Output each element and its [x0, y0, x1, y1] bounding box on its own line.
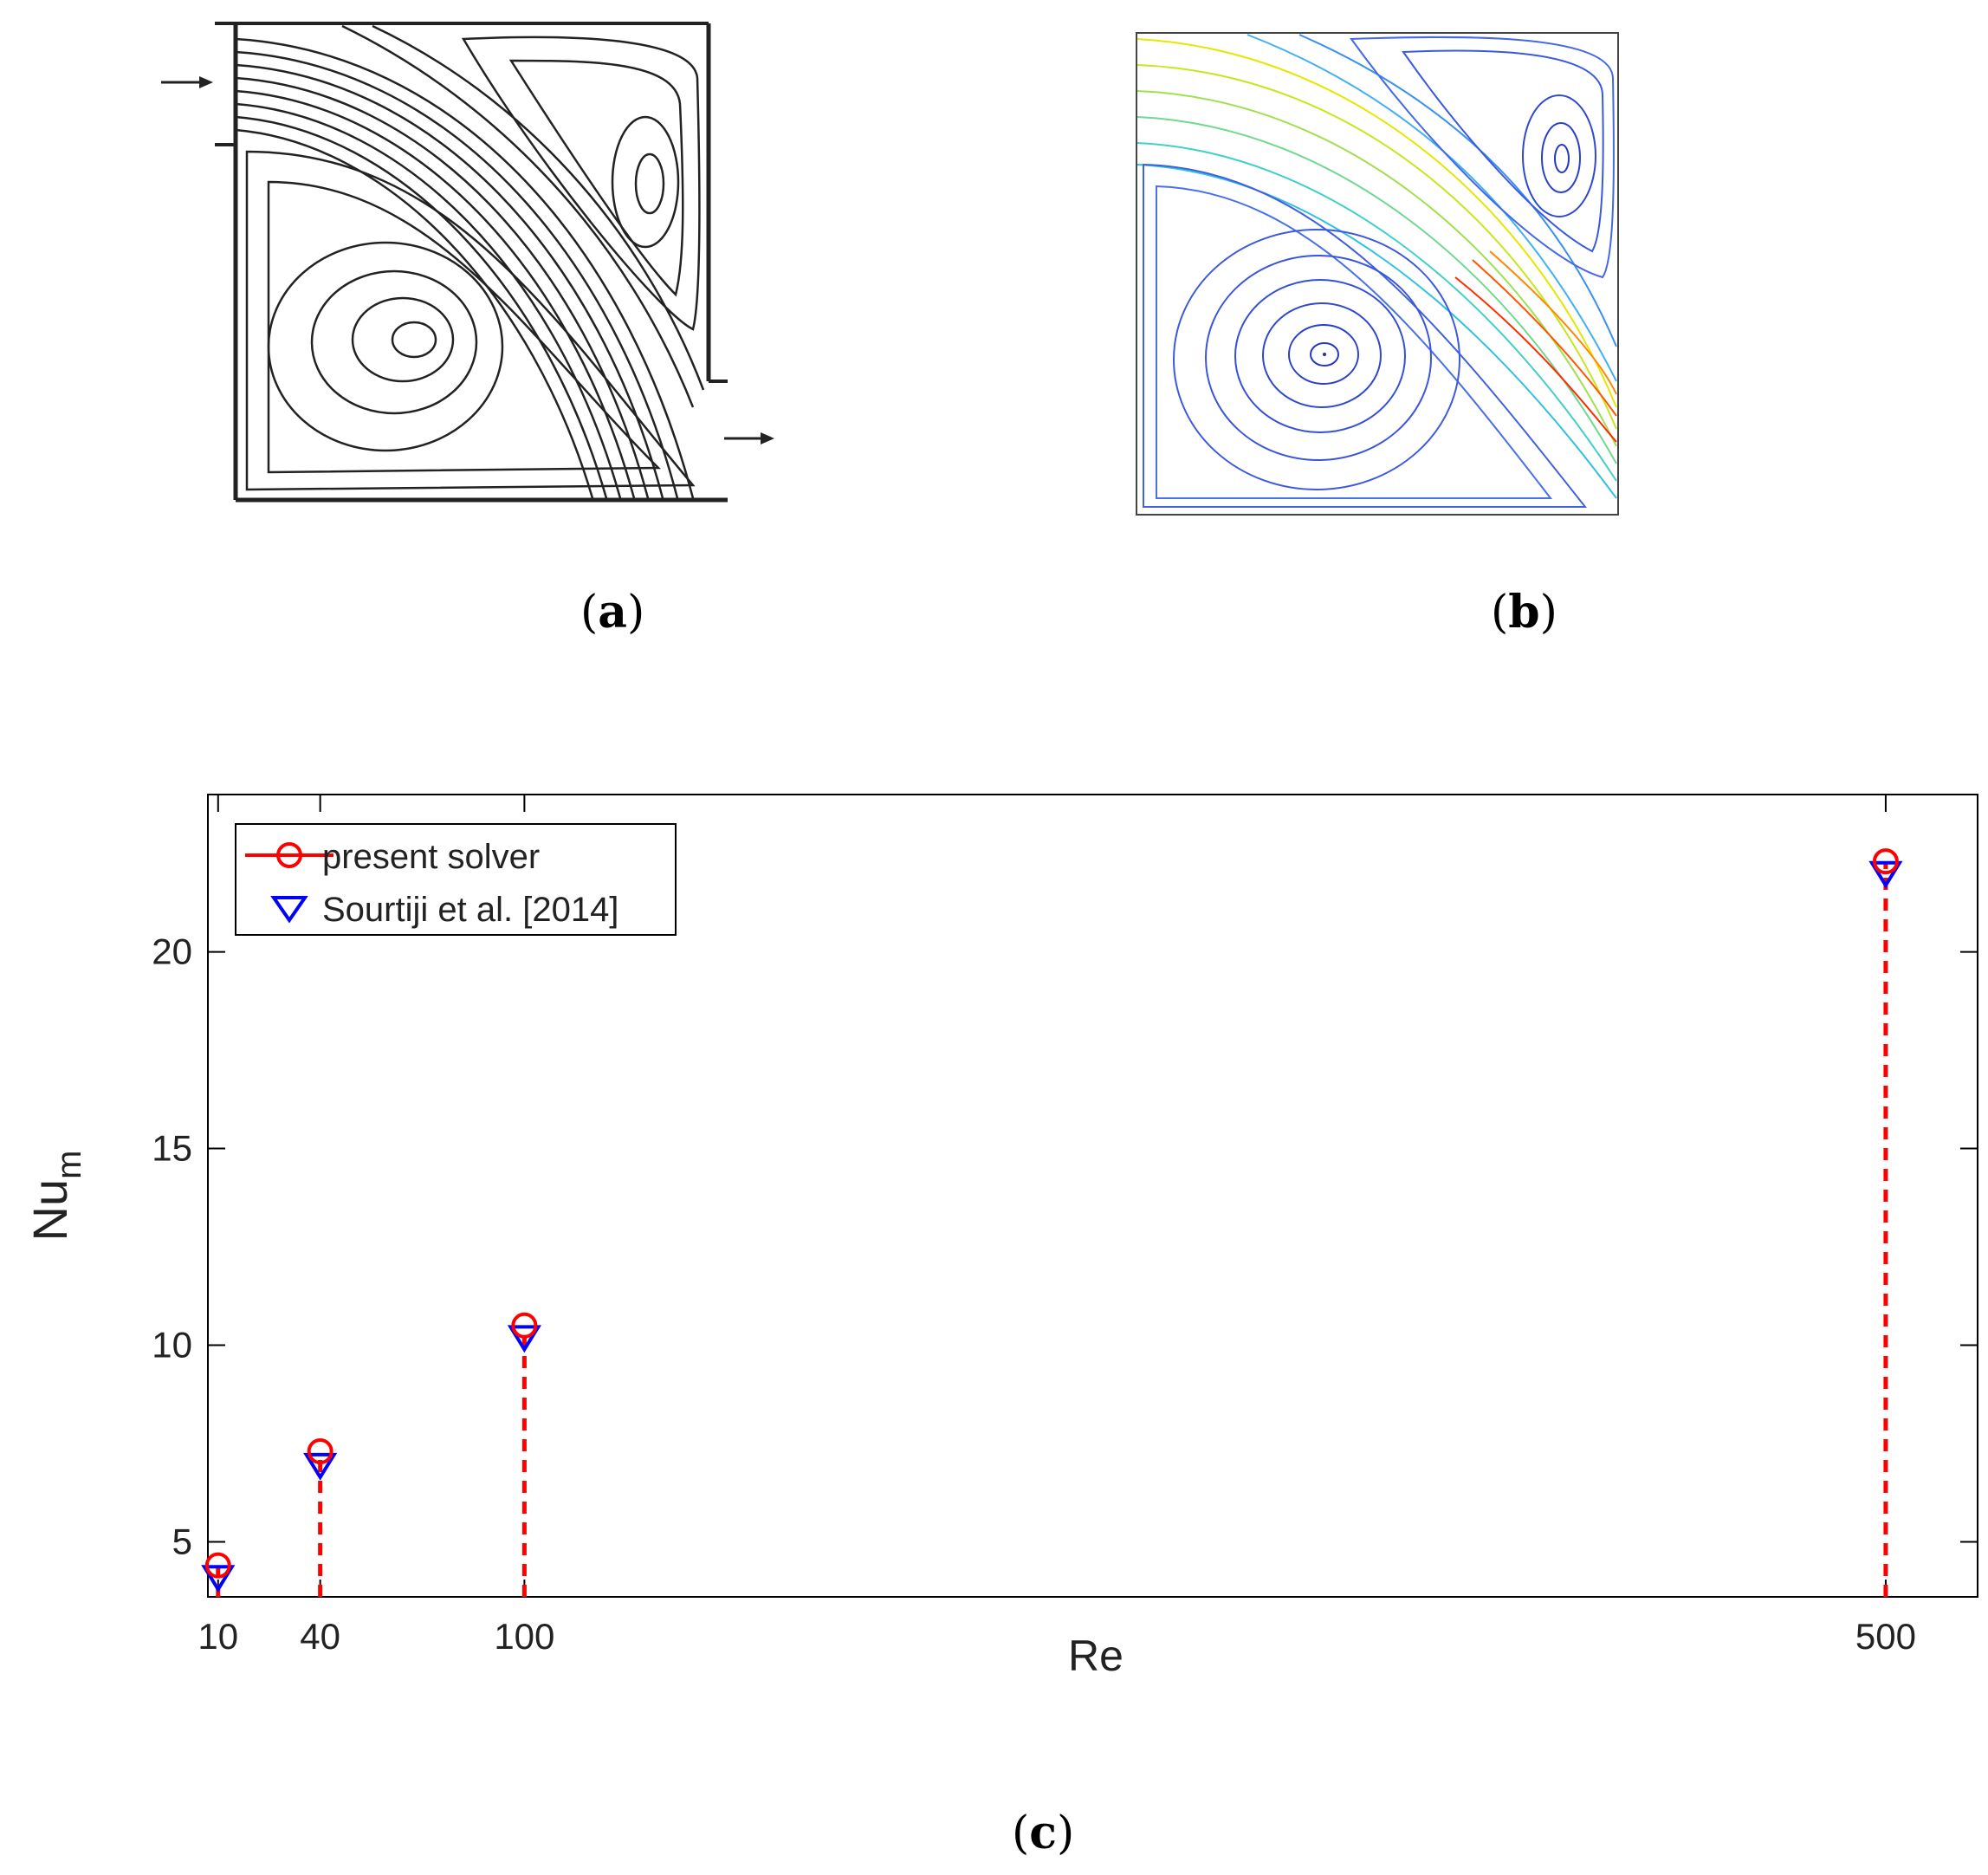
legend: present solver Sourtiji et al. [2014]: [235, 823, 677, 936]
legend-label-sourtiji: Sourtiji et al. [2014]: [322, 891, 618, 929]
y-axis-label-subscript: m: [50, 1151, 88, 1179]
legend-label-present-solver: present solver: [322, 838, 540, 876]
marker-sourtiji: [1868, 860, 1903, 889]
plot-area-frame: [207, 794, 1978, 1598]
x-tick-label: 100: [494, 1616, 554, 1657]
y-tick-label: 5: [172, 1521, 192, 1561]
panel-label-a: (a): [580, 586, 645, 639]
x-tick-label: 10: [198, 1616, 238, 1657]
svg-text:Num: Num: [23, 1151, 88, 1242]
legend-marker-sourtiji: [270, 896, 308, 924]
y-tick-label: 15: [152, 1128, 192, 1169]
y-tick-label: 20: [152, 931, 192, 972]
legend-marker-present-solver: [276, 842, 302, 868]
x-axis-label: Re: [1068, 1632, 1124, 1680]
x-tick-label: 500: [1855, 1616, 1916, 1657]
y-axis-ticks: 5 10 15 20: [152, 931, 1978, 1561]
marker-sourtiji: [507, 1325, 541, 1353]
marker-present-solver: [307, 1438, 333, 1465]
marker-sourtiji: [201, 1565, 236, 1593]
panel-b-streamlines: [1136, 32, 1619, 516]
data-markers: [201, 848, 1903, 1593]
marker-present-solver: [511, 1312, 538, 1339]
stem-lines: [216, 861, 1888, 1597]
marker-sourtiji: [303, 1452, 338, 1481]
panel-label-b: (b): [1491, 586, 1557, 639]
panel-a-streamlines: [161, 22, 774, 503]
y-axis-label: Nu: [23, 1179, 77, 1242]
panel-label-c: (c): [1012, 1807, 1075, 1859]
marker-present-solver: [1872, 848, 1899, 875]
nu-vs-re-chart: 5 10 15 20 10 40 100 500 Re Num present solver…: [23, 794, 1978, 1680]
y-tick-label: 10: [152, 1324, 192, 1365]
y-axis-label-group: Num: [23, 1151, 88, 1242]
marker-present-solver: [204, 1552, 231, 1579]
x-tick-label: 40: [300, 1616, 340, 1657]
legend-box: [235, 823, 677, 936]
